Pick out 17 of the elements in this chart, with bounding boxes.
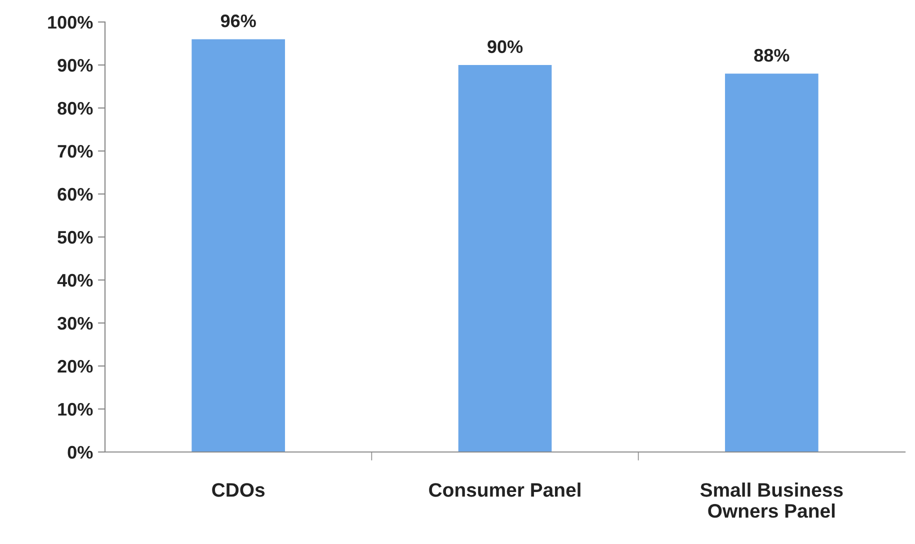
y-tick-label: 100%: [48, 16, 93, 29]
y-tick-label: 40%: [57, 274, 93, 287]
y-tick-label: 50%: [58, 230, 93, 244]
x-tick-label: Small Business Owners Panel: [700, 482, 843, 518]
data-label: 96%: [220, 14, 256, 28]
y-tick-label: 30%: [57, 316, 93, 330]
y-tick-label: 90%: [58, 58, 93, 72]
y-tick-label: 80%: [58, 102, 93, 115]
data-label: 88%: [754, 48, 790, 62]
y-tick-label: 20%: [58, 360, 93, 373]
x-tick-label: Consumer Panel: [429, 482, 580, 497]
data-label: 90%: [488, 40, 523, 54]
y-tick-label: 0%: [68, 446, 93, 459]
y-tick-label: 60%: [58, 188, 93, 201]
y-tick-label: 10%: [58, 402, 93, 416]
x-tick-label: CDOs: [212, 483, 265, 497]
y-tick-label: 70%: [58, 144, 93, 158]
